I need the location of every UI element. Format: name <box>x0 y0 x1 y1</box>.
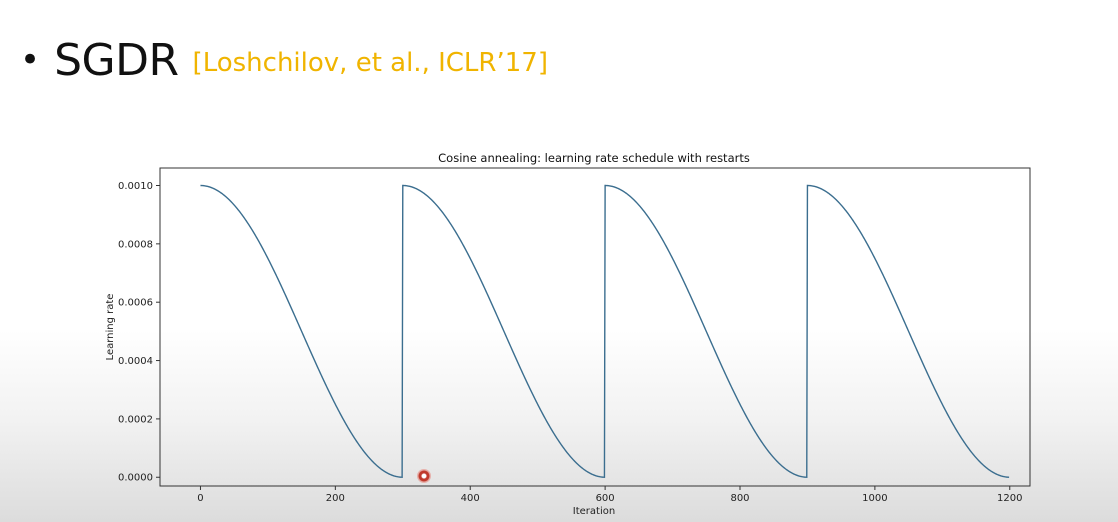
x-axis-label: Iteration <box>573 506 615 517</box>
x-tick-label: 600 <box>596 493 615 504</box>
chart-title: Cosine annealing: learning rate schedule… <box>438 151 750 165</box>
mouse-cursor-indicator <box>417 469 431 483</box>
bullet-point: • <box>20 40 41 80</box>
series-line-learning-rate <box>200 184 1010 478</box>
y-tick-label: 0.0006 <box>118 298 153 309</box>
x-tick-label: 200 <box>326 493 345 504</box>
x-tick-label: 800 <box>730 493 749 504</box>
slide-title: SGDR <box>54 34 179 86</box>
slide-header: • SGDR [Loshchilov, et al., ICLR’17] <box>20 30 548 90</box>
y-axis-label: Learning rate <box>105 294 116 361</box>
x-tick-label: 1000 <box>862 493 887 504</box>
x-tick-label: 1200 <box>997 493 1022 504</box>
citation: [Loshchilov, et al., ICLR’17] <box>192 48 548 78</box>
x-tick-label: 400 <box>461 493 480 504</box>
y-tick-label: 0.0002 <box>118 414 153 425</box>
x-axis: 0 200 400 600 800 1000 1200 <box>197 486 1022 504</box>
plot-area-frame <box>159 167 1031 487</box>
y-tick-label: 0.0004 <box>118 356 153 367</box>
y-tick-label: 0.0010 <box>118 181 153 192</box>
y-tick-label: 0.0000 <box>118 473 153 484</box>
y-axis: 0.0000 0.0002 0.0004 0.0006 0.0008 0.0010 <box>118 181 160 484</box>
y-tick-label: 0.0008 <box>118 239 153 250</box>
x-tick-label: 0 <box>197 493 203 504</box>
